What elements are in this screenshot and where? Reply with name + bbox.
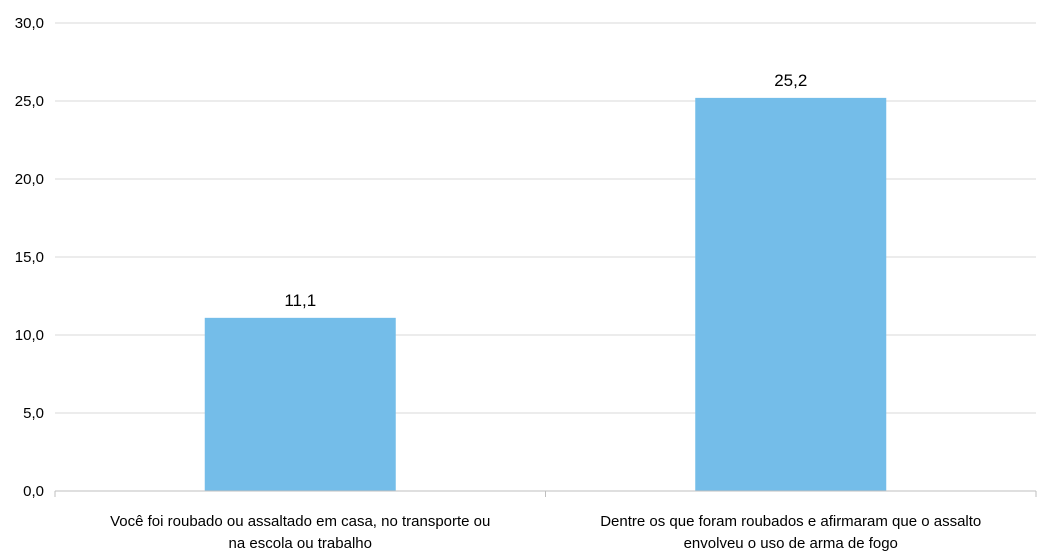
y-tick-label: 30,0 xyxy=(15,15,44,32)
x-category-label: Você foi roubado ou assaltado em casa, n… xyxy=(110,513,490,530)
y-tick-label: 15,0 xyxy=(15,249,44,266)
data-labels: 11,1 25,2 xyxy=(284,71,807,310)
x-axis-category-labels: Você foi roubado ou assaltado em casa, n… xyxy=(110,513,981,552)
bar xyxy=(204,317,396,491)
y-tick-label: 25,0 xyxy=(15,93,44,110)
gridlines xyxy=(55,22,1036,414)
y-tick-label: 10,0 xyxy=(15,327,44,344)
x-category-label: na escola ou trabalho xyxy=(229,535,372,552)
data-label: 11,1 xyxy=(284,291,316,310)
y-tick-label: 0,0 xyxy=(23,483,44,500)
y-tick-label: 20,0 xyxy=(15,171,44,188)
bar xyxy=(695,97,887,491)
y-tick-label: 5,0 xyxy=(23,405,44,422)
bars xyxy=(204,97,887,491)
x-axis xyxy=(54,490,1037,497)
x-category-label: envolveu o uso de arma de fogo xyxy=(684,535,898,552)
data-label: 25,2 xyxy=(774,71,807,90)
y-axis-tick-labels: 0,0 5,0 10,0 15,0 20,0 25,0 30,0 xyxy=(15,15,44,500)
x-category-label: Dentre os que foram roubados e afirmaram… xyxy=(600,513,981,530)
